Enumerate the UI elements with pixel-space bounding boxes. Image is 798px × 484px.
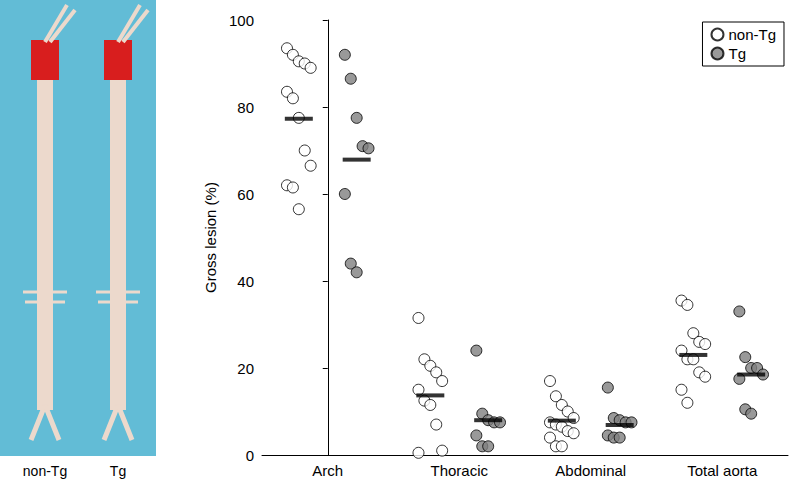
svg-text:80: 80	[237, 99, 254, 116]
svg-text:0: 0	[246, 447, 254, 464]
svg-text:non-Tg: non-Tg	[728, 26, 776, 43]
svg-text:Total aorta: Total aorta	[687, 462, 758, 479]
svg-text:100: 100	[229, 12, 254, 29]
svg-text:Abdominal: Abdominal	[555, 462, 626, 479]
svg-text:Arch: Arch	[312, 462, 343, 479]
svg-text:40: 40	[237, 273, 254, 290]
svg-text:non-Tg: non-Tg	[23, 463, 67, 479]
svg-text:60: 60	[237, 186, 254, 203]
svg-text:Tg: Tg	[728, 45, 746, 62]
svg-text:Thoracic: Thoracic	[430, 462, 488, 479]
svg-text:Gross lesion (%): Gross lesion (%)	[202, 182, 219, 293]
svg-text:20: 20	[237, 360, 254, 377]
svg-text:Tg: Tg	[110, 463, 126, 479]
